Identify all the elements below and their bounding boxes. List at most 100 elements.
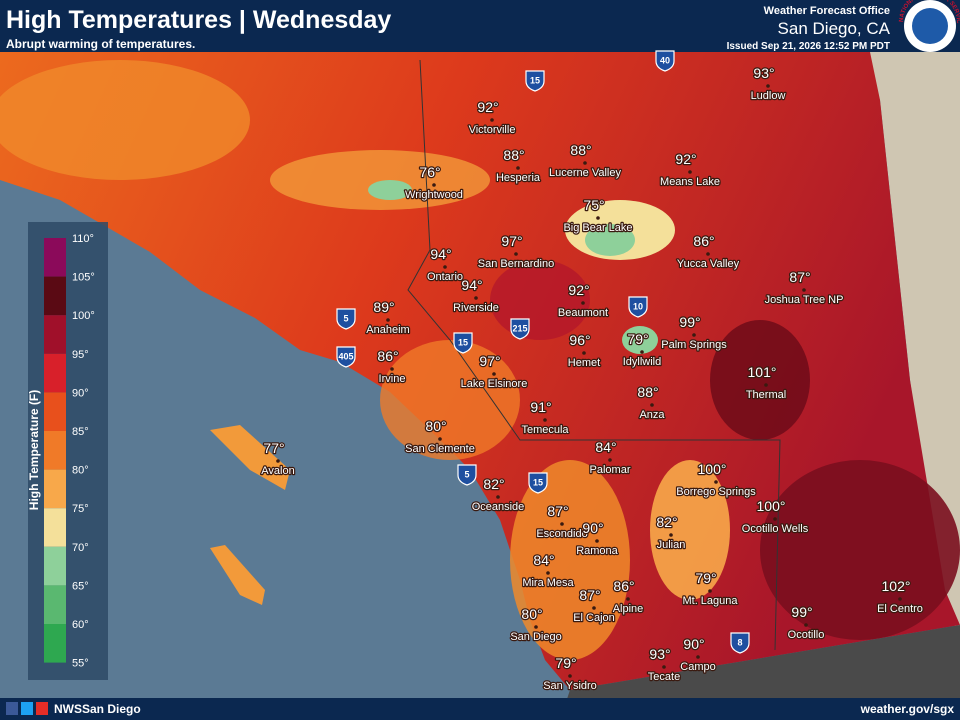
city-dot	[543, 418, 547, 422]
city-temperature: 99°	[791, 604, 812, 620]
legend-tick-label: 105°	[72, 272, 95, 284]
city-name: Means Lake	[660, 176, 720, 188]
legend-tick-label: 80°	[72, 465, 89, 477]
city-name: Temecula	[521, 424, 569, 436]
legend-swatch	[44, 392, 66, 431]
city-temperature: 75°	[583, 197, 604, 213]
city-name: Mt. Laguna	[682, 595, 738, 607]
city-dot	[443, 265, 447, 269]
city-temperature: 90°	[582, 520, 603, 536]
city-name: Ramona	[576, 545, 618, 557]
mexico	[560, 625, 960, 720]
city-temperature: 79°	[555, 655, 576, 671]
highway-shield	[457, 464, 477, 486]
highway-number: 40	[660, 55, 670, 65]
city-name: Escondido	[536, 528, 587, 540]
highway-number: 15	[533, 477, 543, 487]
county-line	[407, 59, 781, 651]
city-dot	[764, 383, 768, 387]
highway-shield	[510, 318, 530, 340]
legend-tick-label: 85°	[72, 426, 89, 438]
city-name: Yucca Valley	[677, 258, 740, 270]
city-dot	[534, 625, 538, 629]
legend-box	[28, 222, 108, 680]
city-dot	[596, 216, 600, 220]
city-temperature: 91°	[530, 399, 551, 415]
youtube-icon[interactable]	[36, 702, 48, 715]
highway-number: 5	[464, 469, 469, 479]
highway-number: 15	[530, 75, 540, 85]
city-temperature: 82°	[483, 476, 504, 492]
city-name: Alpine	[613, 603, 644, 615]
city-dot	[474, 296, 478, 300]
city-name: Tecate	[648, 671, 680, 683]
footer-url[interactable]: weather.gov/sgx	[860, 702, 955, 716]
city-dot	[640, 350, 644, 354]
city-temperature: 80°	[521, 606, 542, 622]
city-name: Palm Springs	[661, 339, 727, 351]
footer-account[interactable]: NWSSan Diego	[54, 702, 141, 716]
city-dot	[688, 170, 692, 174]
city-dot	[595, 539, 599, 543]
highway-number: 8	[737, 637, 742, 647]
city-dot	[802, 288, 806, 292]
city-dot	[692, 333, 696, 337]
city-name: Campo	[680, 661, 715, 673]
highway-shield	[336, 346, 356, 368]
city-temperature: 87°	[547, 503, 568, 519]
legend-swatch	[44, 585, 66, 624]
city-temperature: 87°	[789, 269, 810, 285]
san-clemente-island	[210, 545, 265, 605]
city-dot	[804, 623, 808, 627]
city-temperature: 94°	[430, 246, 451, 262]
highway-number: 215	[512, 323, 527, 333]
legend-tick-label: 95°	[72, 349, 89, 361]
city-name: Idyllwild	[623, 356, 662, 368]
city-name: Wrightwood	[405, 189, 463, 201]
city-temperature: 88°	[503, 147, 524, 163]
city-dot	[490, 118, 494, 122]
legend-swatch	[44, 508, 66, 547]
city-temperature: 101°	[748, 364, 777, 380]
city-temperature: 88°	[570, 142, 591, 158]
city-temperature: 76°	[419, 164, 440, 180]
city-dot	[582, 351, 586, 355]
legend-swatch	[44, 238, 66, 277]
city-dot	[438, 437, 442, 441]
highway-shield	[655, 50, 675, 72]
city-temperature: 87°	[579, 587, 600, 603]
footer-bar	[0, 698, 960, 720]
city-name: San Ysidro	[543, 680, 597, 692]
city-name: Beaumont	[558, 307, 608, 319]
city-temperature: 89°	[373, 299, 394, 315]
location: San Diego, CA	[778, 19, 891, 38]
city-name: Victorville	[469, 124, 516, 136]
city-temperature: 100°	[698, 461, 727, 477]
city-name: Anaheim	[366, 324, 409, 336]
highway-number: 5	[343, 313, 348, 323]
subtitle: Abrupt warming of temperatures.	[6, 37, 195, 51]
city-temperature: 86°	[693, 233, 714, 249]
city-name: Ocotillo	[788, 629, 825, 641]
city-dot	[696, 655, 700, 659]
city-dot	[766, 84, 770, 88]
city-name: Avalon	[261, 465, 294, 477]
city-name: Palomar	[590, 464, 631, 476]
city-name: Thermal	[746, 389, 786, 401]
catalina-island	[210, 425, 290, 490]
legend-tick-label: 70°	[72, 542, 89, 554]
city-dot	[626, 597, 630, 601]
city-name: Oceanside	[472, 501, 525, 513]
city-name: El Cajon	[573, 612, 615, 624]
city-temperature: 92°	[568, 282, 589, 298]
twitter-icon[interactable]	[21, 702, 33, 715]
legend-swatch	[44, 469, 66, 509]
facebook-icon[interactable]	[6, 702, 18, 715]
legend-swatch	[44, 624, 66, 663]
city-temperature: 77°	[263, 440, 284, 456]
city-temperature: 100°	[757, 498, 786, 514]
city-name: Lucerne Valley	[549, 167, 621, 179]
city-dot	[662, 665, 666, 669]
city-temperature: 92°	[477, 99, 498, 115]
city-name: San Clemente	[405, 443, 475, 455]
